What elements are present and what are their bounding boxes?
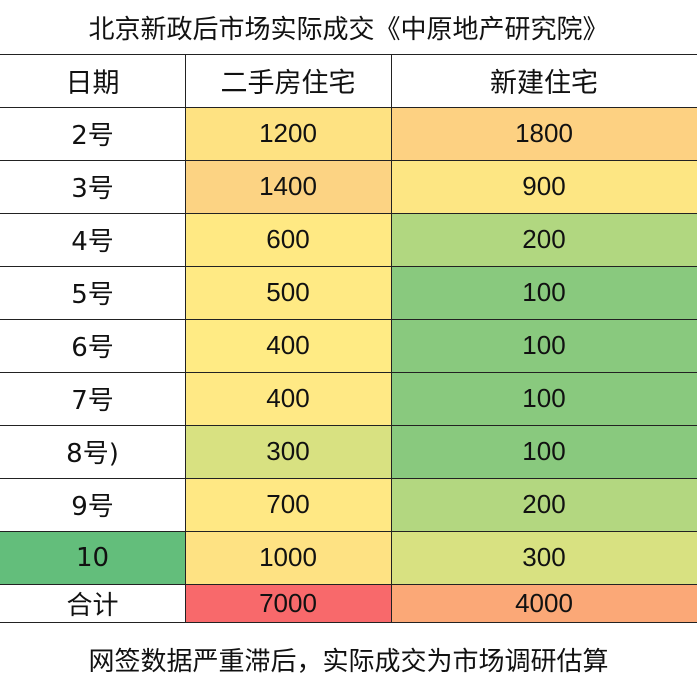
row-3-second-hand-value: 600 [185, 213, 391, 266]
row-2-second-hand-value: 1400 [185, 160, 391, 213]
row-7-second-hand-value: 300 [185, 425, 391, 478]
row-7-label: 8号) [0, 425, 185, 478]
row-2-label: 3号 [0, 160, 185, 213]
grid-hline-9 [0, 478, 697, 479]
row-7-new-housing-value: 100 [391, 425, 697, 478]
header-second-hand-housing: 二手房住宅 [220, 68, 356, 99]
total-second-hand-value: 7000 [185, 584, 391, 622]
row-6-second-hand-value: 400 [185, 372, 391, 425]
grid-hline-12 [0, 622, 697, 623]
row-8-label: 9号 [0, 478, 185, 531]
grid-hline-8 [0, 425, 697, 426]
grid-vline-1 [185, 54, 186, 622]
grid-hline-1 [0, 54, 697, 55]
row-1-second-hand-value: 1200 [185, 107, 391, 160]
row-6-new-housing-value: 100 [391, 372, 697, 425]
grid-hline-4 [0, 213, 697, 214]
row-9-label: 10 [0, 531, 185, 584]
grid-hline-7 [0, 372, 697, 373]
row-4-second-hand-value: 500 [185, 266, 391, 319]
row-5-label: 6号 [0, 319, 185, 372]
row-9-second-hand-value: 1000 [185, 531, 391, 584]
header-new-housing: 新建住宅 [490, 68, 598, 99]
header-date: 日期 [65, 68, 120, 99]
table-title: 北京新政后市场实际成交《中原地产研究院》 [88, 14, 609, 45]
row-9-new-housing-value: 300 [391, 531, 697, 584]
row-3-new-housing-value: 200 [391, 213, 697, 266]
total-label: 合计 [0, 584, 185, 622]
grid-hline-11 [0, 584, 697, 585]
row-4-label: 5号 [0, 266, 185, 319]
grid-hline-6 [0, 319, 697, 320]
grid-hline-5 [0, 266, 697, 267]
row-6-label: 7号 [0, 372, 185, 425]
row-3-label: 4号 [0, 213, 185, 266]
row-5-second-hand-value: 400 [185, 319, 391, 372]
row-1-new-housing-value: 1800 [391, 107, 697, 160]
row-4-new-housing-value: 100 [391, 266, 697, 319]
grid-hline-10 [0, 531, 697, 532]
total-new-housing-value: 4000 [391, 584, 697, 622]
row-8-second-hand-value: 700 [185, 478, 391, 531]
grid-vline-2 [391, 54, 392, 622]
row-1-label: 2号 [0, 107, 185, 160]
grid-hline-2 [0, 107, 697, 108]
grid-hline-3 [0, 160, 697, 161]
row-5-new-housing-value: 100 [391, 319, 697, 372]
row-2-new-housing-value: 900 [391, 160, 697, 213]
row-8-new-housing-value: 200 [391, 478, 697, 531]
table-footnote: 网签数据严重滞后，实际成交为市场调研估算 [88, 647, 609, 677]
